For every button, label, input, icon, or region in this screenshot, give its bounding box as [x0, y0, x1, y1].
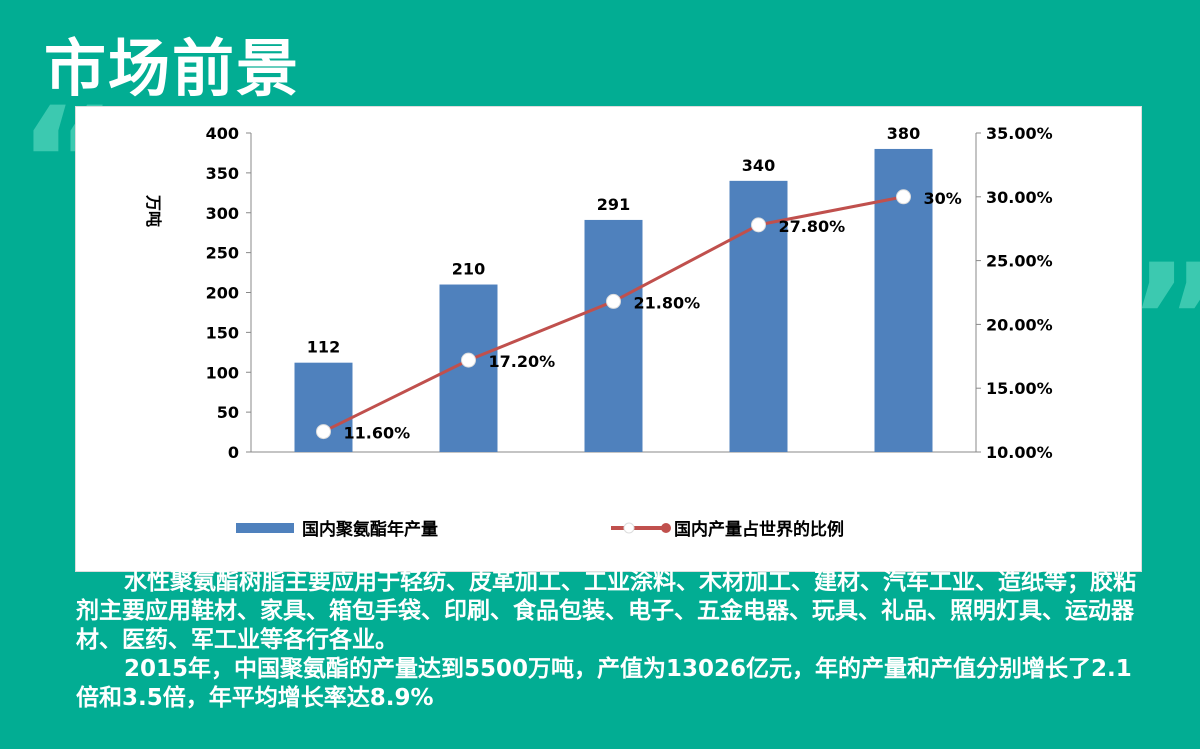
line-label: 21.80%: [634, 293, 701, 312]
line-point: [606, 293, 621, 309]
bar-label: 210: [452, 260, 485, 279]
line-label: 17.20%: [489, 352, 556, 371]
chart: 0 50 100 150 200 250 300 350 400 10.00% 15.00% 20.0…: [75, 106, 1142, 572]
y-tick-label: 100: [206, 363, 239, 382]
line-point: [316, 424, 331, 440]
y-tick-label: 300: [206, 204, 239, 223]
line-label: 11.60%: [344, 424, 411, 443]
bar-label: 340: [742, 156, 775, 175]
y-tick-label: 250: [206, 244, 239, 263]
y-tick-label: 400: [206, 124, 239, 143]
y-axis-label: 万吨: [144, 194, 163, 227]
y2-tick-label: 10.00%: [986, 443, 1053, 462]
y-tick-label: 0: [228, 443, 239, 462]
legend-bar-label: 国内聚氨酯年产量: [302, 519, 438, 540]
legend-line-marker-end: [661, 523, 671, 533]
line-point: [461, 352, 476, 368]
bar-label: 380: [887, 124, 920, 143]
y-tick-label: 350: [206, 164, 239, 183]
y2-tick-label: 30.00%: [986, 188, 1053, 207]
y2-tick-label: 35.00%: [986, 124, 1053, 143]
chart-svg: 0 50 100 150 200 250 300 350 400 10.00% 15.00% 20.0…: [144, 124, 1053, 540]
line-point: [751, 217, 766, 233]
legend-line-label: 国内产量占世界的比例: [674, 519, 844, 540]
y-tick-label: 50: [217, 403, 239, 422]
y2-tick-label: 25.00%: [986, 252, 1053, 271]
bar-label: 291: [597, 195, 630, 214]
y-tick-label: 150: [206, 323, 239, 342]
paragraph-applications: 水性聚氨酯树脂主要应用于轻纺、皮革加工、工业涂料、木材加工、建材、汽车工业、造纸…: [76, 569, 1136, 653]
y2-tick-label: 20.00%: [986, 315, 1053, 334]
y2-tick-label: 15.00%: [986, 379, 1053, 398]
paragraph-statistics: 2015年，中国聚氨酯的产量达到5500万吨，产值为13026亿元，年的产量和产…: [76, 656, 1132, 711]
bar: [584, 219, 643, 452]
y-tick-label: 200: [206, 284, 239, 303]
line-point: [896, 189, 911, 205]
line-label: 30%: [924, 189, 962, 208]
legend-bar-swatch: [236, 523, 294, 533]
description: 水性聚氨酯树脂主要应用于轻纺、皮革加工、工业涂料、木材加工、建材、汽车工业、造纸…: [76, 568, 1146, 713]
page-title: 市场前景: [44, 32, 301, 105]
bar-label: 112: [307, 338, 340, 357]
legend-line-marker: [623, 522, 635, 534]
line-label: 27.80%: [779, 217, 846, 236]
